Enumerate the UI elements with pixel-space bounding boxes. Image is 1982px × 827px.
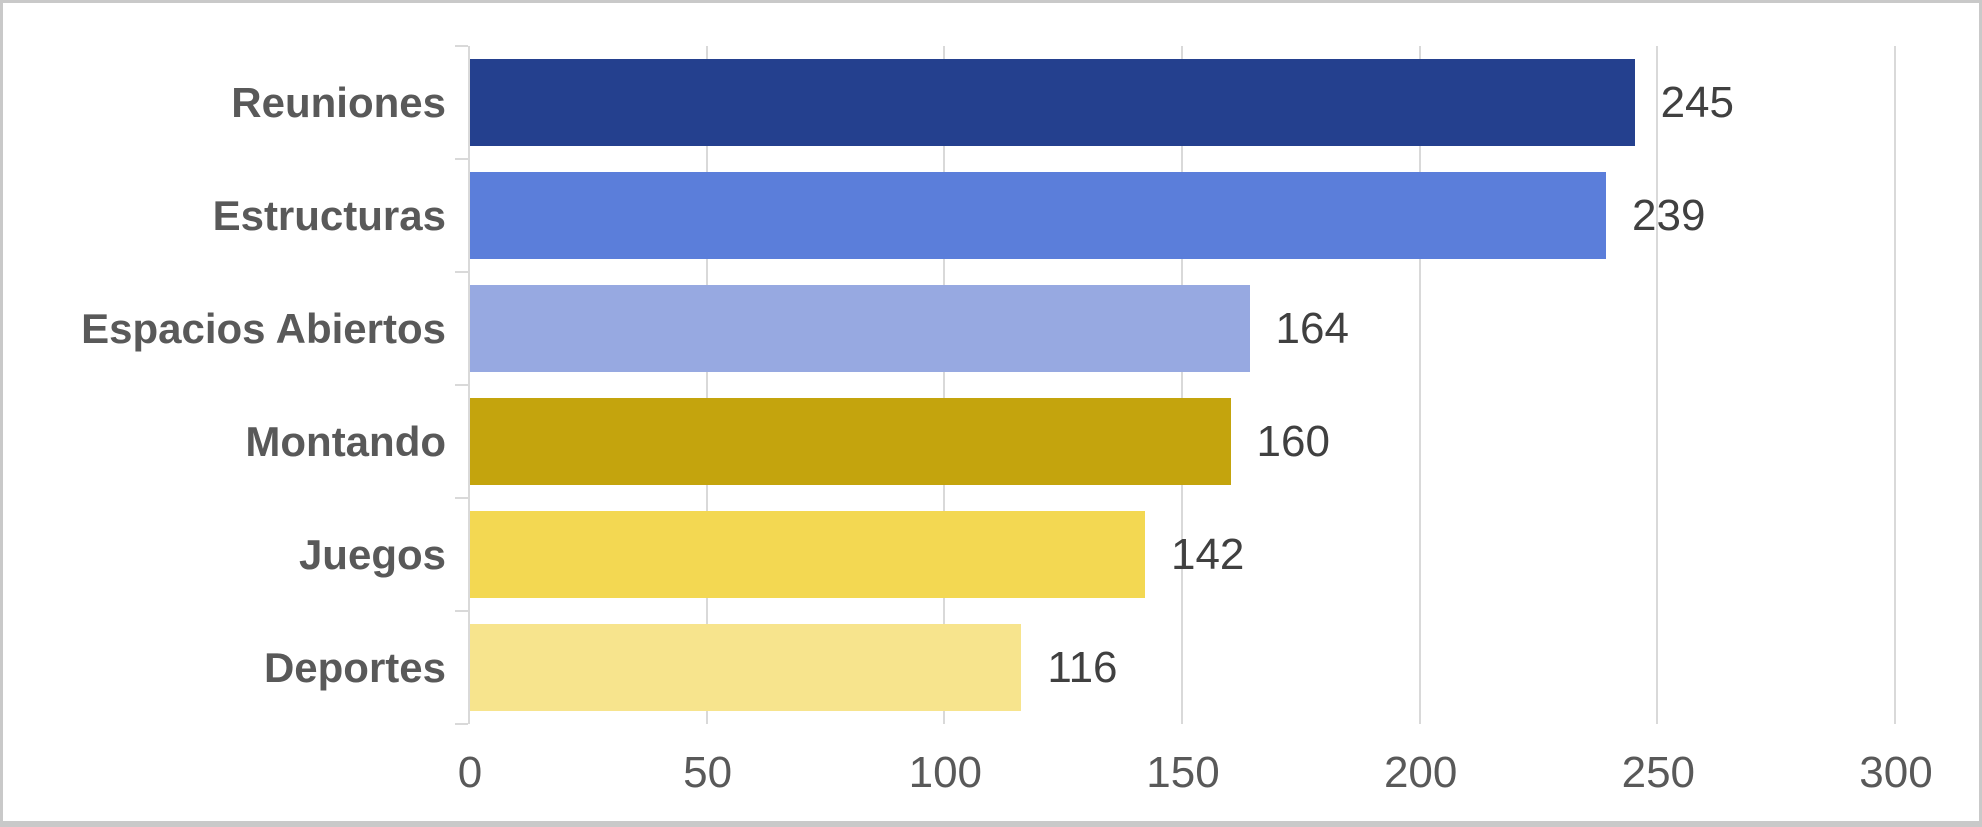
category-axis-tick bbox=[455, 384, 468, 386]
bar-juegos bbox=[470, 511, 1145, 598]
value-label-deportes: 116 bbox=[1047, 642, 1118, 692]
bar-reuniones bbox=[470, 59, 1635, 146]
x-gridline bbox=[1894, 46, 1896, 724]
category-axis-tick bbox=[455, 723, 468, 725]
x-gridline bbox=[1181, 46, 1183, 724]
bar-deportes bbox=[470, 624, 1022, 711]
category-label-estructuras: Estructuras bbox=[212, 191, 446, 239]
plot-area: 245 239 164 160 142 116 bbox=[455, 45, 1896, 725]
x-tick-label: 0 bbox=[457, 748, 483, 797]
value-label-montando: 160 bbox=[1256, 416, 1330, 466]
value-label-juegos: 142 bbox=[1170, 529, 1245, 579]
x-gridline bbox=[1656, 46, 1659, 724]
x-tick-label: 200 bbox=[1383, 748, 1458, 797]
bar-estructuras bbox=[470, 172, 1607, 259]
value-label-reuniones: 245 bbox=[1660, 77, 1734, 127]
x-gridline bbox=[943, 46, 946, 724]
category-axis-tick bbox=[455, 610, 468, 612]
bar-row: 142 bbox=[470, 498, 1896, 611]
bar-espacios-abiertos bbox=[470, 285, 1250, 372]
bar-row: 239 bbox=[470, 159, 1896, 272]
x-tick-label: 100 bbox=[908, 748, 983, 797]
bar-montando bbox=[470, 398, 1231, 485]
x-axis: 0 50 100 150 200 250 300 bbox=[458, 748, 1933, 800]
x-tick-label: 50 bbox=[683, 748, 733, 797]
x-gridline bbox=[705, 46, 708, 724]
x-tick-label: 300 bbox=[1859, 748, 1933, 797]
category-axis-tick bbox=[455, 45, 468, 47]
x-tick-label: 150 bbox=[1146, 748, 1220, 797]
bar-row: 245 bbox=[470, 46, 1896, 159]
bar-row: 164 bbox=[470, 272, 1896, 385]
value-label-estructuras: 239 bbox=[1632, 190, 1706, 240]
category-axis-tick bbox=[455, 158, 468, 160]
category-label-espacios-abiertos: Espacios Abiertos bbox=[81, 304, 446, 352]
category-axis-labels: Reuniones Estructuras Espacios Abiertos Mon… bbox=[0, 46, 446, 724]
x-gridline bbox=[1418, 46, 1421, 724]
value-axis-line bbox=[468, 46, 470, 724]
value-label-espacios-abiertos: 164 bbox=[1275, 303, 1349, 353]
category-label-montando: Montando bbox=[245, 417, 446, 465]
category-axis-tick bbox=[455, 497, 468, 499]
category-label-juegos: Juegos bbox=[298, 530, 446, 578]
x-tick-label: 250 bbox=[1621, 748, 1696, 797]
category-label-reuniones: Reuniones bbox=[231, 78, 446, 126]
category-label-deportes: Deportes bbox=[263, 643, 446, 691]
bar-row: 116 bbox=[470, 611, 1896, 724]
bar-row: 160 bbox=[470, 385, 1896, 498]
category-axis-tick bbox=[455, 271, 468, 273]
